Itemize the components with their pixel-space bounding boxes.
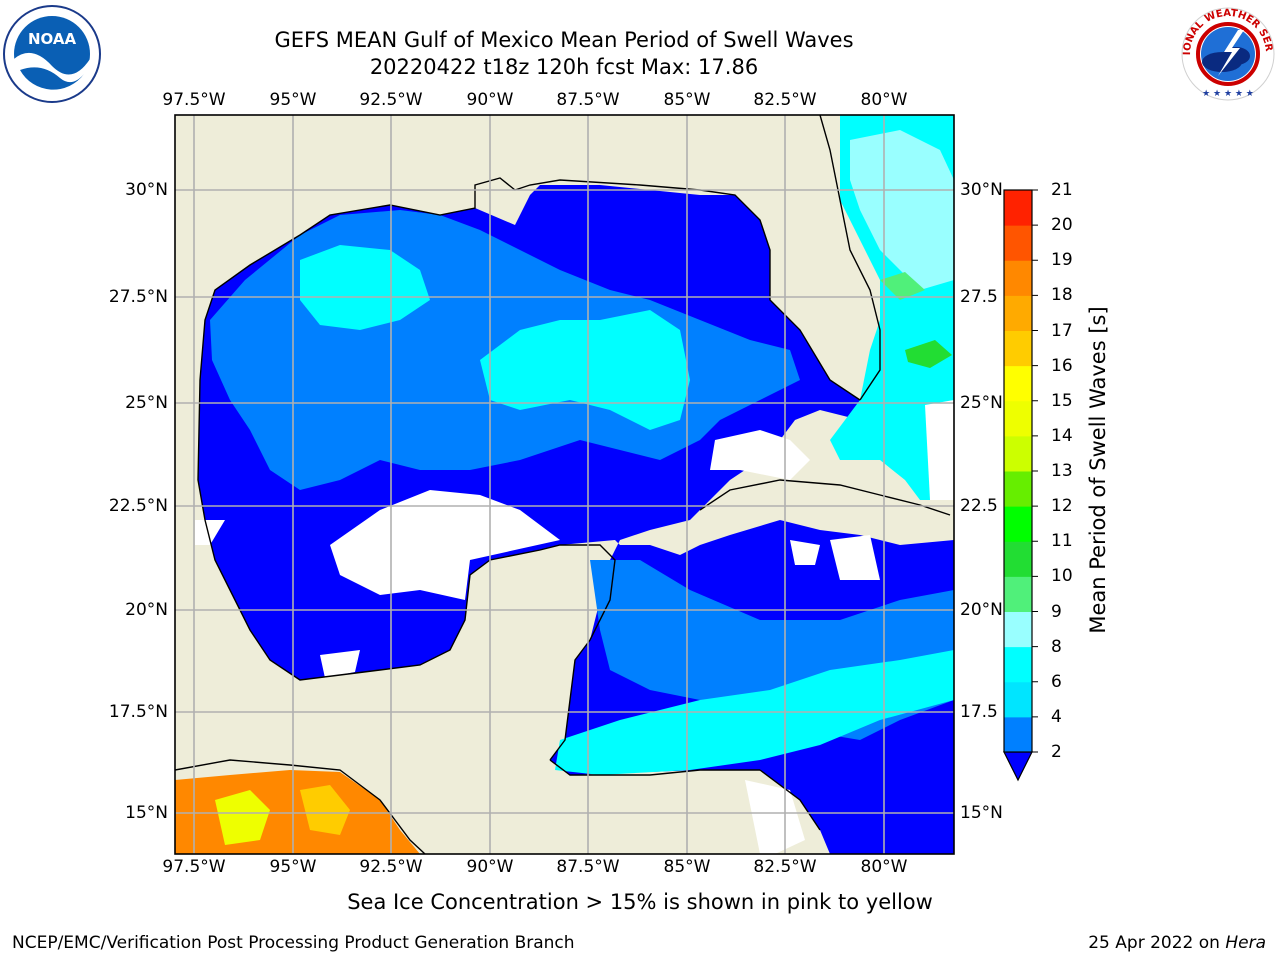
lat-label-right: 27.5: [960, 287, 998, 307]
map-title: GEFS MEAN Gulf of Mexico Mean Period of …: [274, 28, 854, 52]
sea-ice-region-yellow: [215, 790, 270, 845]
colorbar-tick-label: 19: [1051, 250, 1073, 271]
colorbar-extend-arrow: [1003, 751, 1033, 782]
colorbar-segment: [1004, 471, 1032, 507]
lat-label-left: 15°N: [125, 803, 168, 823]
lon-label-top: 82.5°W: [753, 90, 817, 110]
lat-label-left: 22.5°N: [108, 496, 168, 516]
colorbar-tick-label: 13: [1051, 461, 1073, 481]
colorbar-segment: [1004, 716, 1032, 753]
colorbar-tick-label: 18: [1051, 285, 1073, 306]
lon-label-bottom: 92.5°W: [359, 857, 423, 877]
lat-label-left: 20°N: [125, 600, 168, 620]
swell-region-atlantic-green: [880, 272, 925, 300]
footer-date-text: 25 Apr 2022 on: [1088, 933, 1226, 953]
colorbar-tick-label: 6: [1051, 671, 1062, 692]
footer-host: Hera: [1225, 933, 1266, 953]
lat-label-right: 17.5: [960, 702, 998, 722]
colorbar-segment: [1004, 190, 1032, 226]
colorbar-tick-label: 17: [1051, 320, 1073, 341]
lon-label-bottom: 80°W: [860, 857, 908, 877]
lat-label-left: 30°N: [125, 180, 168, 200]
colorbar-tick-label: 16: [1051, 355, 1073, 376]
sea-ice-region-yellow-2: [300, 785, 350, 835]
colorbar-tick-label: 14: [1051, 425, 1073, 446]
colorbar-tick-label: 11: [1051, 531, 1073, 552]
footer-date: 25 Apr 2022 on Hera: [1088, 933, 1266, 953]
colorbar: [1003, 189, 1038, 782]
sea-ice-note: Sea Ice Concentration > 15% is shown in …: [347, 890, 933, 914]
lat-label-left: 27.5°N: [108, 287, 168, 307]
lat-label-right: 30°N: [960, 180, 1003, 200]
map-subtitle: 20220422 t18z 120h fcst Max: 17.86: [369, 55, 759, 79]
noaa-logo-text: NOAA: [28, 30, 77, 48]
swell-region-4s: [300, 245, 430, 330]
lon-label-top: 90°W: [466, 90, 514, 110]
lat-label-right: 15°N: [960, 803, 1003, 823]
lon-label-top: 87.5°W: [556, 90, 620, 110]
lon-label-bottom: 97.5°W: [162, 857, 226, 877]
noaa-logo: NOAA: [3, 5, 101, 103]
colorbar-tick-label: 2: [1051, 742, 1062, 762]
lon-label-bottom: 85°W: [663, 857, 711, 877]
colorbar-segment: [1004, 365, 1032, 402]
lat-label-right: 20°N: [960, 600, 1003, 620]
lon-label-bottom: 95°W: [269, 857, 317, 877]
colorbar-tick-label: 10: [1051, 566, 1073, 587]
colorbar-tick-label: 9: [1051, 601, 1062, 622]
colorbar-segment: [1004, 611, 1032, 648]
national-weather-service-logo: NATIONAL WEATHER SERVICE ★ ★ ★ ★ ★: [1178, 6, 1275, 101]
lat-label-right: 22.5: [960, 496, 998, 516]
colorbar-segment: [1004, 435, 1032, 472]
lat-label-right: 25°N: [960, 393, 1003, 413]
colorbar-tick-label: 21: [1051, 180, 1073, 200]
colorbar-segment: [1004, 330, 1032, 367]
colorbar-segment: [1004, 646, 1032, 683]
lon-label-bottom: 90°W: [466, 857, 514, 877]
colorbar-tick-label: 12: [1051, 496, 1073, 517]
lon-label-bottom: 87.5°W: [556, 857, 620, 877]
colorbar-segment: [1004, 576, 1032, 612]
colorbar-segment: [1004, 541, 1032, 577]
colorbar-tick-label: 8: [1051, 636, 1062, 657]
colorbar-segment: [1004, 295, 1032, 331]
lon-label-top: 95°W: [269, 90, 317, 110]
footer-credit: NCEP/EMC/Verification Post Processing Pr…: [12, 933, 575, 953]
colorbar-segment: [1004, 400, 1032, 437]
lon-label-top: 92.5°W: [359, 90, 423, 110]
colorbar-tick-label: 20: [1051, 215, 1073, 236]
lat-label-left: 17.5°N: [108, 702, 168, 722]
svg-text:★ ★ ★ ★ ★: ★ ★ ★ ★ ★: [1202, 89, 1254, 99]
colorbar-segment: [1004, 506, 1032, 542]
lat-label-left: 25°N: [125, 393, 168, 413]
colorbar-title: Mean Period of Swell Waves [s]: [1086, 306, 1110, 634]
swell-region-atlantic-light: [850, 130, 954, 290]
lon-label-top: 85°W: [663, 90, 711, 110]
colorbar-segment: [1004, 225, 1032, 261]
colorbar-tick-label: 4: [1051, 706, 1062, 727]
lon-label-top: 97.5°W: [162, 90, 226, 110]
colorbar-segment: [1004, 260, 1032, 296]
swell-region-atlantic-green-2: [905, 340, 952, 368]
lon-label-bottom: 82.5°W: [753, 857, 817, 877]
lon-label-top: 80°W: [860, 90, 908, 110]
colorbar-segment: [1004, 681, 1032, 718]
swell-region-4s-central: [480, 310, 690, 430]
graticule: [175, 115, 954, 854]
map-frame: [174, 114, 955, 855]
colorbar-tick-label: 15: [1051, 390, 1073, 411]
